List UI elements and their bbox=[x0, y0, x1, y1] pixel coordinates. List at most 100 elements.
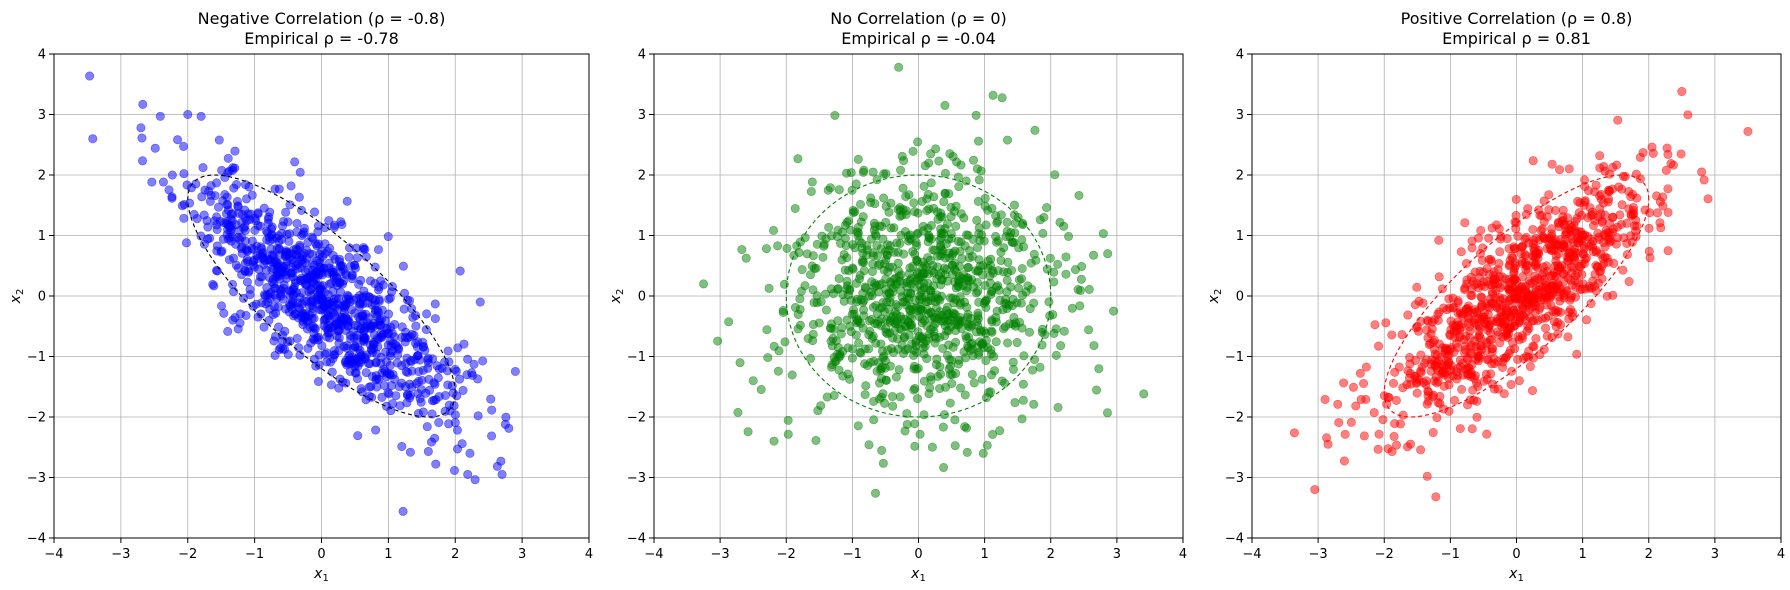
data-point bbox=[960, 422, 970, 432]
data-point bbox=[209, 281, 219, 291]
data-point bbox=[1003, 135, 1013, 145]
data-point bbox=[1426, 329, 1436, 339]
data-point bbox=[864, 344, 874, 354]
data-point bbox=[368, 343, 378, 353]
y-tick-label: 1 bbox=[38, 229, 46, 244]
data-point bbox=[259, 322, 269, 332]
x-tick-label: −2 bbox=[777, 547, 796, 562]
data-point bbox=[242, 277, 252, 287]
data-point bbox=[1452, 374, 1462, 384]
x-tick-label: −1 bbox=[245, 547, 264, 562]
data-point bbox=[1359, 378, 1369, 388]
data-point bbox=[345, 366, 355, 376]
data-point bbox=[915, 429, 925, 439]
data-point bbox=[1542, 212, 1552, 222]
data-point bbox=[1049, 328, 1059, 338]
y-tick-label: 0 bbox=[1236, 290, 1244, 305]
data-point bbox=[229, 253, 239, 263]
data-point bbox=[288, 285, 298, 295]
x-axis-label: x1 bbox=[1508, 566, 1524, 584]
data-point bbox=[1402, 380, 1412, 390]
y-tick-label: 4 bbox=[638, 48, 646, 63]
data-point bbox=[868, 167, 878, 177]
x-tick-label: −4 bbox=[644, 547, 663, 562]
data-point bbox=[287, 255, 297, 265]
x-tick-label: −1 bbox=[1441, 547, 1460, 562]
data-point bbox=[453, 343, 463, 353]
data-point bbox=[373, 245, 383, 255]
data-point bbox=[1563, 332, 1573, 342]
y-axis-label: x2 bbox=[608, 289, 626, 305]
data-point bbox=[323, 324, 333, 334]
data-point bbox=[806, 187, 816, 197]
data-point bbox=[960, 297, 970, 307]
data-point bbox=[1412, 388, 1422, 398]
scatter-points bbox=[699, 62, 1149, 498]
data-point bbox=[778, 307, 788, 317]
y-tick-label: 1 bbox=[1236, 229, 1244, 244]
data-point bbox=[308, 258, 318, 268]
data-point bbox=[987, 370, 997, 380]
data-point bbox=[1458, 309, 1468, 319]
data-point bbox=[342, 196, 352, 206]
x-tick-label: 4 bbox=[1179, 547, 1187, 562]
data-point bbox=[385, 361, 395, 371]
data-point bbox=[449, 465, 459, 475]
data-point bbox=[314, 350, 324, 360]
data-point bbox=[829, 353, 839, 363]
data-point bbox=[381, 347, 391, 357]
x-tick-label: 0 bbox=[317, 547, 325, 562]
data-point bbox=[1042, 203, 1052, 213]
data-point bbox=[1593, 278, 1603, 288]
data-point bbox=[167, 193, 177, 203]
data-point bbox=[1432, 358, 1442, 368]
data-point bbox=[290, 309, 300, 319]
data-point bbox=[1495, 338, 1505, 348]
panel-none: −4−4 −3 −3 −2 −2 −1 −1 0 0 1 1 2 2 3 3 4 4 No Correlation… bbox=[608, 9, 1187, 584]
x-tick-label: 1 bbox=[384, 547, 392, 562]
data-point bbox=[308, 322, 318, 332]
y-tick-label: −1 bbox=[627, 350, 646, 365]
data-point bbox=[204, 186, 214, 196]
data-point bbox=[888, 401, 898, 411]
data-point bbox=[1476, 292, 1486, 302]
data-point bbox=[872, 175, 882, 185]
data-point bbox=[1432, 378, 1442, 388]
data-point bbox=[450, 418, 460, 428]
data-point bbox=[795, 237, 805, 247]
data-point bbox=[283, 217, 293, 227]
data-point bbox=[473, 411, 483, 421]
data-point bbox=[868, 248, 878, 258]
data-point bbox=[1003, 338, 1013, 348]
data-point bbox=[1506, 380, 1516, 390]
data-point bbox=[893, 204, 903, 214]
data-point bbox=[183, 110, 193, 120]
data-point bbox=[212, 265, 222, 275]
data-point bbox=[945, 293, 955, 303]
data-point bbox=[907, 323, 917, 333]
data-point bbox=[158, 177, 168, 187]
data-point bbox=[1016, 298, 1026, 308]
data-point bbox=[764, 283, 774, 293]
data-point bbox=[853, 228, 863, 238]
data-point bbox=[964, 253, 974, 263]
data-point bbox=[1543, 311, 1553, 321]
data-point bbox=[137, 133, 147, 143]
data-point bbox=[936, 268, 946, 278]
data-point bbox=[965, 346, 975, 356]
data-point bbox=[807, 177, 817, 187]
data-point bbox=[1511, 194, 1521, 204]
chart-title: No Correlation (ρ = 0) bbox=[830, 9, 1007, 28]
data-point bbox=[457, 439, 467, 449]
data-point bbox=[492, 461, 502, 471]
data-point bbox=[297, 230, 307, 240]
data-point bbox=[898, 183, 908, 193]
x-tick-label: −4 bbox=[44, 547, 63, 562]
data-point bbox=[1644, 223, 1654, 233]
data-point bbox=[1481, 299, 1491, 309]
data-point bbox=[741, 253, 751, 263]
data-point bbox=[1009, 312, 1019, 322]
data-point bbox=[1514, 376, 1524, 386]
data-point bbox=[907, 339, 917, 349]
data-point bbox=[270, 184, 280, 194]
